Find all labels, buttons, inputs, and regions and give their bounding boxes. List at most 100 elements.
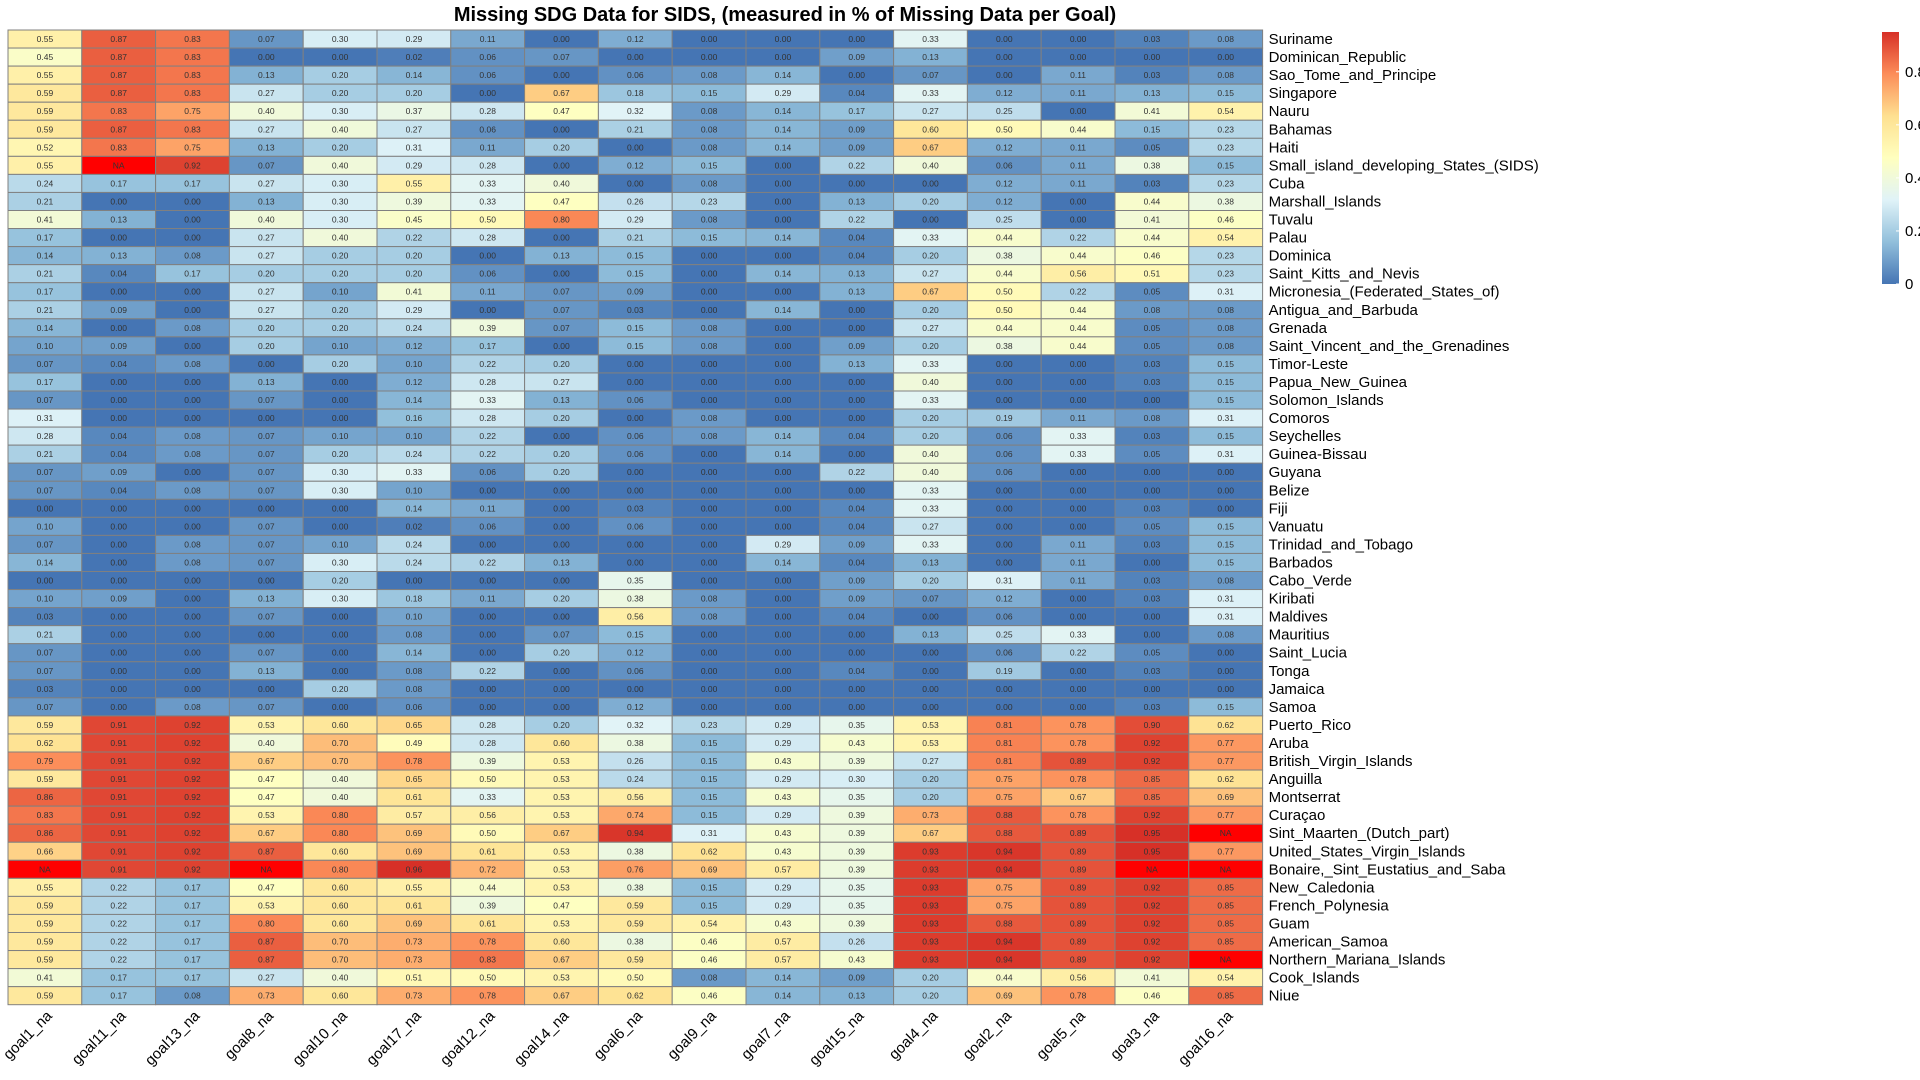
cell-value-label: 0.00 xyxy=(848,34,865,44)
cell-value-label: 0.56 xyxy=(627,612,644,622)
cell-value-label: 0.04 xyxy=(110,431,127,441)
cell-value-label: 0.00 xyxy=(479,485,496,495)
cell-value-label: 0.43 xyxy=(775,792,792,802)
cell-value-label: 0.50 xyxy=(479,215,496,225)
cell-value-label: 0.88 xyxy=(996,810,1013,820)
cell-value-label: 0.00 xyxy=(1070,521,1087,531)
cell-value-label: 0.13 xyxy=(258,594,275,604)
cell-value-label: 0.92 xyxy=(184,846,201,856)
cell-value-label: 0.27 xyxy=(258,124,275,134)
cell-value-label: 0.87 xyxy=(258,937,275,947)
cell-value-label: 0.17 xyxy=(184,882,201,892)
cell-value-label: 0.40 xyxy=(258,738,275,748)
cell-value-label: 0.00 xyxy=(479,630,496,640)
cell-value-label: 0.92 xyxy=(184,810,201,820)
cell-value-label: 0.35 xyxy=(627,576,644,586)
cell-value-label: 0.11 xyxy=(480,287,496,297)
cell-value-label: 0.23 xyxy=(1217,178,1234,188)
cell-value-label: 0.45 xyxy=(37,52,54,62)
row-label: Samoa xyxy=(1269,699,1317,716)
cell-value-label: 0.10 xyxy=(37,521,54,531)
cell-value-label: 0.15 xyxy=(1144,124,1161,134)
cell-value-label: 0.00 xyxy=(701,539,718,549)
cell-value-label: 0.74 xyxy=(627,810,644,820)
cell-value-label: 0.77 xyxy=(1217,738,1234,748)
cell-value-label: 0.15 xyxy=(701,810,718,820)
cell-value-label: 0.30 xyxy=(332,196,349,206)
cell-value-label: 0.04 xyxy=(848,521,865,531)
row-label: Bonaire,_Sint_Eustatius_and_Saba xyxy=(1269,861,1507,878)
cell-value-label: 0.11 xyxy=(480,594,496,604)
cell-value-label: 0.14 xyxy=(406,648,423,658)
cell-value-label: 0.23 xyxy=(1217,251,1234,261)
cell-value-label: 0.00 xyxy=(775,648,792,658)
row-label: Cuba xyxy=(1269,175,1306,192)
cell-value-label: 0.00 xyxy=(1144,630,1161,640)
cell-value-label: 0.00 xyxy=(996,503,1013,513)
cell-value-label: 0.67 xyxy=(922,287,939,297)
cell-value-label: 0.00 xyxy=(110,377,127,387)
cell-value-label: 0.29 xyxy=(406,160,423,170)
cell-value-label: 0.38 xyxy=(627,937,644,947)
cell-value-label: 0.15 xyxy=(1217,702,1234,712)
cell-value-label: 0.33 xyxy=(479,196,496,206)
cell-value-label: 0.11 xyxy=(480,503,496,513)
cell-value-label: 0.38 xyxy=(1144,160,1161,170)
cell-value-label: 0.44 xyxy=(1070,124,1087,134)
cell-value-label: 0.00 xyxy=(848,413,865,423)
column-label: goal15_na xyxy=(806,1007,868,1069)
cell-value-label: 0.12 xyxy=(996,594,1013,604)
cell-value-label: 0.77 xyxy=(1217,810,1234,820)
cell-value-label: 0.00 xyxy=(258,52,275,62)
cell-value-label: 0.00 xyxy=(1070,52,1087,62)
cell-value-label: 0.00 xyxy=(627,359,644,369)
cell-value-label: 0.56 xyxy=(1070,973,1087,983)
cell-value-label: 0.00 xyxy=(775,576,792,586)
row-label: Aruba xyxy=(1269,735,1310,752)
cell-value-label: 0.10 xyxy=(406,612,423,622)
cell-value-label: 0.06 xyxy=(996,160,1013,170)
cell-value-label: 0.31 xyxy=(1217,287,1234,297)
cell-value-label: 0.57 xyxy=(406,810,423,820)
cell-value-label: 0.00 xyxy=(848,305,865,315)
cell-value-label: 0.22 xyxy=(110,918,127,928)
cell-value-label: 0.29 xyxy=(406,305,423,315)
cell-value-label: 0.00 xyxy=(996,539,1013,549)
cell-value-label: 0.15 xyxy=(627,323,644,333)
row-label: United_States_Virgin_Islands xyxy=(1269,843,1466,860)
cell-value-label: 0.30 xyxy=(848,774,865,784)
cell-value-label: 0.87 xyxy=(110,70,127,80)
cell-value-label: 0.00 xyxy=(922,684,939,694)
cell-value-label: 0.00 xyxy=(848,323,865,333)
cell-value-label: 0.00 xyxy=(775,413,792,423)
cell-value-label: 0.08 xyxy=(701,431,718,441)
cell-value-label: 0.07 xyxy=(258,34,275,44)
cell-value-label: 0.05 xyxy=(1144,648,1161,658)
cell-value-label: 0.62 xyxy=(627,991,644,1001)
cell-value-label: 0.00 xyxy=(627,684,644,694)
cell-value-label: 0.00 xyxy=(1070,594,1087,604)
cell-value-label: 0.26 xyxy=(627,756,644,766)
cell-value-label: 0.55 xyxy=(406,178,423,188)
cell-value-label: 0.00 xyxy=(332,377,349,387)
cell-value-label: 0.92 xyxy=(184,160,201,170)
cell-value-label: 0.78 xyxy=(1070,991,1087,1001)
cell-value-label: 0.78 xyxy=(1070,738,1087,748)
cell-value-label: 0.14 xyxy=(406,395,423,405)
cell-value-label: NA xyxy=(39,864,51,874)
cell-value-label: 0.09 xyxy=(848,341,865,351)
cell-value-label: 0.08 xyxy=(701,341,718,351)
cell-value-label: 0.41 xyxy=(1144,106,1161,116)
cell-value-label: 0.59 xyxy=(37,88,54,98)
cell-value-label: 0.22 xyxy=(479,666,496,676)
cell-value-label: 0.13 xyxy=(848,269,865,279)
cell-value-label: 0.00 xyxy=(332,503,349,513)
cell-value-label: 0.73 xyxy=(406,991,423,1001)
cell-value-label: 0.00 xyxy=(184,684,201,694)
cell-value-label: 0.44 xyxy=(996,973,1013,983)
cell-value-label: 0.07 xyxy=(922,70,939,80)
row-label: Vanuatu xyxy=(1269,518,1324,535)
cell-value-label: 0.00 xyxy=(848,702,865,712)
cell-value-label: 0.06 xyxy=(996,449,1013,459)
cell-value-label: 0.94 xyxy=(627,828,644,838)
